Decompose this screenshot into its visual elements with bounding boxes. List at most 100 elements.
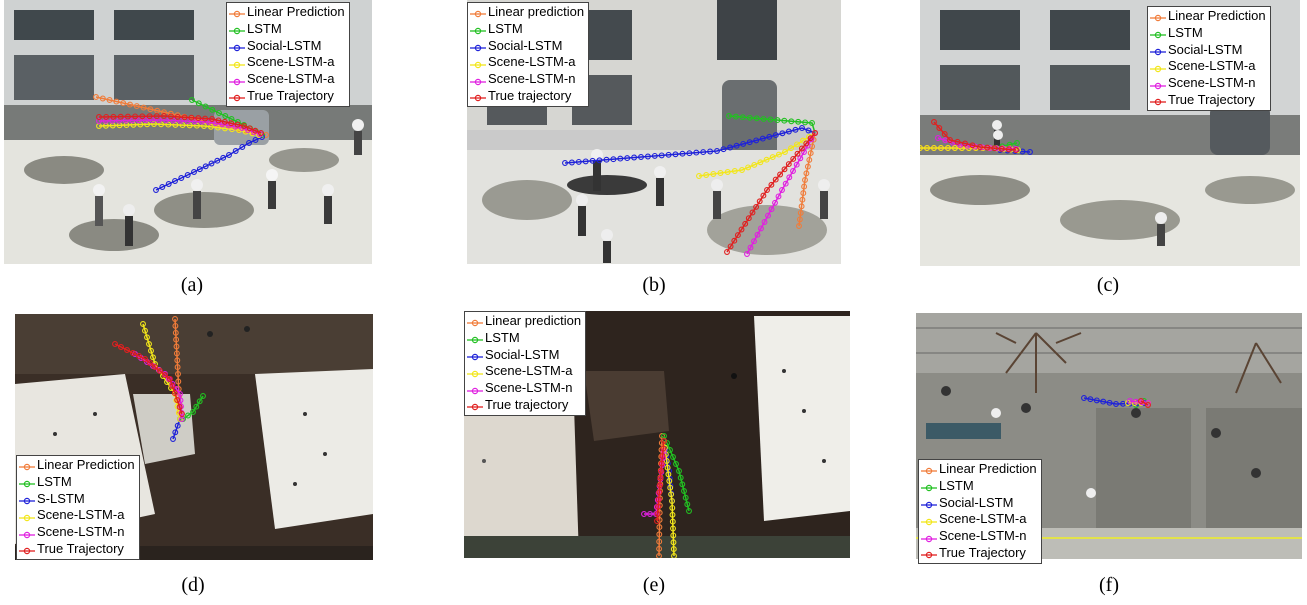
trajectory-scene-n (744, 130, 818, 257)
caption-c: (c) (1096, 274, 1120, 296)
trajectory-point (727, 243, 734, 250)
legend-label: S-LSTM (37, 490, 85, 506)
trajectory-point (785, 161, 792, 168)
trajectory-point (991, 145, 998, 152)
legend-item-linear: Linear Prediction (1150, 8, 1266, 25)
trajectory-point (670, 532, 677, 539)
legend-swatch-true-icon (19, 544, 35, 555)
legend-item-true: True Trajectory (19, 541, 135, 558)
legend-label: Linear prediction (485, 313, 582, 328)
trajectory-point (174, 364, 181, 371)
trajectory-point (767, 116, 774, 123)
trajectory-point (772, 176, 779, 183)
trajectory-point (673, 461, 679, 467)
trajectory-point (152, 364, 158, 370)
trajectory-point (751, 238, 757, 245)
legend-swatch-social-icon (467, 350, 483, 361)
legend-label: True Trajectory (247, 87, 334, 103)
trajectory-social (153, 134, 265, 193)
scene-image-c (920, 0, 1300, 266)
legend-a: Linear Prediction LSTM Social-LSTM Scene… (226, 2, 350, 107)
trajectory-point (154, 107, 161, 114)
trajectory-point (1145, 402, 1151, 408)
trajectory-point (807, 135, 814, 142)
trajectory-point (727, 144, 734, 151)
legend-item-scene-a: Scene-LSTM-a (1150, 58, 1266, 75)
trajectory-point (232, 148, 239, 154)
legend-item-true: True Trajectory (229, 88, 345, 105)
caption-a: (a) (180, 274, 204, 296)
legend-swatch-scene-n-icon (19, 528, 35, 538)
trajectory-point (596, 157, 603, 164)
legend-f: Linear Prediction LSTM Social-LSTM Scene… (918, 459, 1042, 564)
scene-image-e (464, 311, 850, 558)
trajectory-point (190, 409, 196, 415)
trajectory-point (140, 321, 146, 327)
trajectory-point (146, 341, 152, 347)
trajectory-point (739, 114, 746, 121)
trajectory-point (130, 350, 136, 356)
legend-label: True Trajectory (1168, 91, 1255, 107)
trajectory-point (206, 119, 212, 125)
trajectory-point (246, 140, 252, 146)
trajectory-point (772, 199, 778, 206)
trajectory-line (1140, 400, 1149, 406)
trajectory-point (167, 113, 174, 120)
caption-b: (b) (642, 274, 666, 296)
trajectory-point (142, 117, 149, 124)
trajectory-point (751, 161, 758, 168)
trajectory-point (669, 504, 676, 511)
trajectory-point (693, 149, 700, 156)
trajectory-point (136, 117, 142, 124)
legend-label: Scene-LSTM-n (488, 71, 576, 87)
trajectory-point (781, 117, 788, 124)
legend-item-lstm: LSTM (229, 21, 345, 38)
trajectory-line (933, 121, 1017, 151)
legend-swatch-social-icon (1150, 45, 1166, 56)
legend-item-scene-n: Scene-LSTM-n (470, 71, 584, 88)
trajectory-point (1138, 398, 1144, 404)
trajectory-point (177, 117, 184, 124)
trajectory-point (148, 347, 154, 354)
trajectory-point (228, 116, 235, 122)
legend-swatch-linear-icon (19, 460, 35, 471)
trajectory-point (241, 123, 247, 129)
legend-swatch-true-icon (470, 91, 486, 102)
trajectory-point (793, 161, 800, 168)
trajectory-point (575, 158, 582, 165)
legend-swatch-lstm-icon (921, 481, 937, 492)
trajectory-point (703, 172, 710, 178)
trajectory-point (178, 175, 185, 181)
legend-item-scene-n: Scene-LSTM-n (1150, 75, 1266, 92)
trajectory-point (118, 344, 124, 350)
trajectory-point (220, 154, 227, 161)
trajectory-point (799, 196, 806, 203)
trajectory-point (677, 474, 684, 481)
legend-item-linear: Linear Prediction (229, 4, 345, 21)
trajectory-point (226, 152, 232, 158)
trajectory-point (174, 397, 181, 403)
trajectory-point (603, 156, 610, 163)
trajectory-point (801, 183, 808, 190)
legend-swatch-scene-a-icon (19, 511, 35, 521)
trajectory-point (1013, 147, 1019, 153)
trajectory-true (931, 119, 1019, 153)
legend-label: True trajectory (485, 396, 569, 412)
trajectory-point (962, 140, 968, 147)
trajectory-point (671, 553, 677, 558)
trajectory-point (136, 353, 142, 359)
trajectory-point (669, 498, 675, 504)
trajectory-point (766, 133, 773, 140)
legend-item-lstm: LSTM (467, 330, 581, 347)
trajectory-point (222, 113, 229, 119)
trajectory-point (779, 187, 785, 193)
legend-swatch-true-icon (229, 91, 245, 102)
trajectory-point (140, 104, 147, 111)
trajectory-point (165, 181, 172, 187)
legend-item-scene-n: Scene-LSTM-n (19, 524, 135, 541)
trajectory-point (102, 117, 109, 124)
trajectory-point (129, 117, 136, 124)
trajectory-social (562, 125, 818, 166)
trajectory-line (698, 132, 816, 177)
trajectory-true (1138, 398, 1151, 408)
